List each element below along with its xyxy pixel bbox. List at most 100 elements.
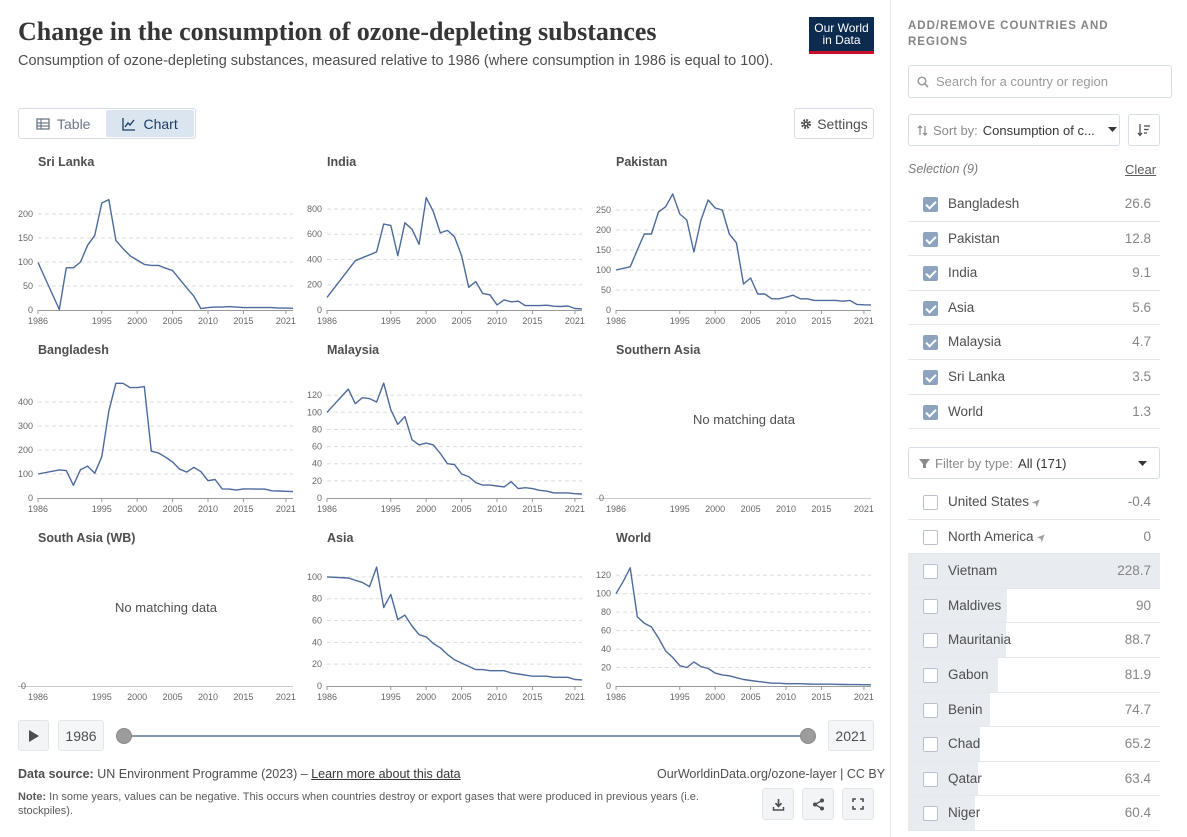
- checkbox[interactable]: [923, 564, 938, 580]
- entity-value: 5.6: [1132, 299, 1151, 315]
- y-tick-label: 0: [606, 305, 611, 315]
- checkbox[interactable]: [923, 633, 938, 649]
- checkbox-checked[interactable]: [923, 231, 938, 247]
- checkbox[interactable]: [923, 668, 938, 683]
- chart-area: Change in the consumption of ozone-deple…: [18, 17, 886, 820]
- selected-item-bangladesh[interactable]: Bangladesh 26.6: [908, 187, 1160, 222]
- x-tick-label: 1995: [670, 692, 690, 702]
- x-tick-label: 1986: [317, 692, 337, 702]
- entity-value: 12.8: [1124, 230, 1151, 246]
- value-bar: [908, 554, 1160, 588]
- panel-title: Pakistan: [616, 155, 667, 169]
- entity-name: Gabon: [948, 667, 989, 682]
- y-tick-label: 40: [312, 637, 322, 647]
- value-bar: [908, 761, 978, 796]
- checkbox[interactable]: [923, 598, 938, 614]
- timeline-start-year[interactable]: 1986: [58, 720, 104, 751]
- list-item[interactable]: Benin 74.7: [908, 692, 1160, 728]
- checkbox-checked[interactable]: [923, 404, 938, 420]
- checkbox[interactable]: [923, 771, 938, 787]
- y-tick-label: 0: [28, 305, 33, 315]
- y-tick-label: 200: [307, 280, 322, 290]
- clear-selection-button[interactable]: Clear: [1125, 162, 1157, 177]
- x-tick-label: 2000: [416, 316, 436, 326]
- chart-panel: Bangladesh 0 100 200 300 400 1986 1995 2000 2005 2…: [18, 343, 296, 514]
- timeline-track[interactable]: [123, 735, 808, 737]
- y-tick-label: 60: [312, 442, 322, 452]
- checkbox-checked[interactable]: [923, 335, 938, 351]
- sort-dropdown[interactable]: Sort by: Consumption of c...: [908, 114, 1120, 146]
- selected-item-malaysia[interactable]: Malaysia 4.7: [908, 325, 1160, 360]
- list-item[interactable]: Qatar 63.4: [908, 761, 1160, 797]
- tab-chart[interactable]: Chart: [106, 110, 194, 137]
- location-arrow-icon: ➤: [1033, 529, 1049, 545]
- checkbox-checked[interactable]: [923, 266, 938, 282]
- filter-dropdown[interactable]: Filter by type: All (171): [908, 447, 1160, 479]
- no-data-label: No matching data: [115, 600, 218, 615]
- entity-name: Pakistan: [948, 230, 1000, 246]
- selected-item-asia[interactable]: Asia 5.6: [908, 291, 1160, 326]
- x-tick-label: 2010: [487, 504, 507, 514]
- y-tick-label: 20: [312, 476, 322, 486]
- list-item[interactable]: United States ➤ -0.4: [908, 485, 1160, 520]
- series-line: [326, 566, 583, 681]
- entity-value: 26.6: [1124, 196, 1151, 211]
- play-button[interactable]: [18, 720, 49, 751]
- settings-label: Settings: [817, 115, 868, 132]
- entity-name: United States ➤: [948, 494, 1045, 511]
- x-tick-label: 2010: [198, 692, 218, 702]
- checkbox[interactable]: [923, 702, 938, 718]
- learn-more-link[interactable]: Learn more about this data: [311, 767, 461, 781]
- sort-order-button[interactable]: [1128, 114, 1160, 146]
- logo-line-1: Our World: [814, 21, 869, 35]
- timeline-start-handle[interactable]: [116, 728, 132, 744]
- checkbox-checked[interactable]: [923, 197, 938, 212]
- selected-item-pakistan[interactable]: Pakistan 12.8: [908, 222, 1160, 257]
- list-item[interactable]: Niger 60.4: [908, 796, 1160, 831]
- search-input[interactable]: [936, 74, 1156, 89]
- x-tick-label: 1995: [92, 692, 112, 702]
- x-tick-label: 2010: [776, 692, 796, 702]
- list-item[interactable]: Mauritania 88.7: [908, 623, 1160, 658]
- entity-value: 1.3: [1132, 403, 1151, 419]
- list-item[interactable]: North America ➤ 0: [908, 520, 1160, 555]
- checkbox-checked[interactable]: [923, 300, 938, 316]
- y-tick-label: 600: [307, 229, 322, 239]
- tab-chart-label: Chart: [143, 115, 178, 132]
- entity-value: 63.4: [1124, 770, 1151, 786]
- fullscreen-button[interactable]: [842, 788, 874, 820]
- chart-panel: India 0 200 400 600 800 1986 1995 2000 2005 2010 20…: [307, 155, 585, 326]
- value-bar: [908, 692, 991, 727]
- entity-value: -0.4: [1127, 494, 1151, 509]
- search-box[interactable]: [908, 65, 1172, 98]
- timeline: 1986 2021: [18, 720, 874, 752]
- selected-item-world[interactable]: World 1.3: [908, 395, 1160, 430]
- download-button[interactable]: [762, 788, 794, 820]
- share-button[interactable]: [802, 788, 834, 820]
- entity-name: Asia: [948, 299, 975, 315]
- series-line: [615, 567, 872, 686]
- checkbox[interactable]: [923, 806, 938, 822]
- selected-item-sri-lanka[interactable]: Sri Lanka 3.5: [908, 360, 1160, 395]
- tab-table[interactable]: Table: [20, 110, 106, 137]
- checkbox[interactable]: [923, 495, 938, 510]
- y-tick-label: 250: [596, 205, 611, 215]
- list-item[interactable]: Gabon 81.9: [908, 658, 1160, 693]
- timeline-end-handle[interactable]: [800, 728, 816, 744]
- list-item[interactable]: Vietnam 228.7: [908, 554, 1160, 589]
- list-item[interactable]: Chad 65.2: [908, 727, 1160, 762]
- checkbox[interactable]: [923, 529, 938, 545]
- checkbox-checked[interactable]: [923, 370, 938, 385]
- owid-url[interactable]: OurWorldinData.org/ozone-layer | CC BY: [657, 767, 886, 781]
- checkbox[interactable]: [923, 737, 938, 753]
- settings-button[interactable]: Settings: [794, 108, 874, 139]
- selected-item-india[interactable]: India 9.1: [908, 256, 1160, 291]
- x-tick-label: 2015: [811, 504, 831, 514]
- panel-title: Malaysia: [327, 343, 380, 357]
- owid-logo[interactable]: Our World in Data: [809, 17, 874, 54]
- timeline-end-year[interactable]: 2021: [828, 720, 874, 751]
- x-tick-label: 2005: [163, 504, 183, 514]
- entity-value: 4.7: [1132, 334, 1151, 350]
- entity-name: Mauritania: [948, 632, 1012, 648]
- list-item[interactable]: Maldives 90: [908, 588, 1160, 624]
